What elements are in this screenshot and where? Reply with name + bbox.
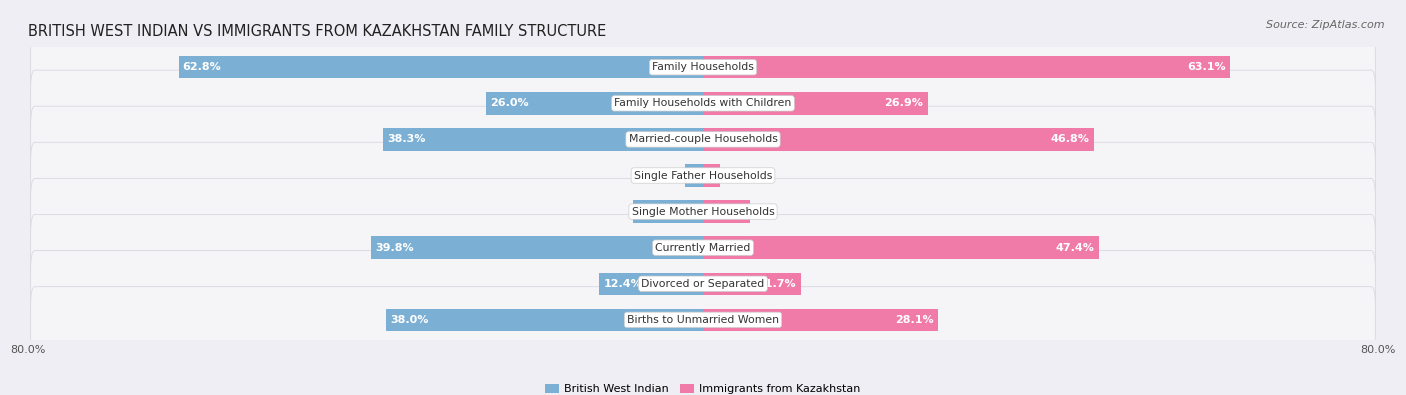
FancyBboxPatch shape (31, 142, 1375, 209)
Text: 62.8%: 62.8% (183, 62, 222, 72)
Text: Source: ZipAtlas.com: Source: ZipAtlas.com (1267, 20, 1385, 30)
Text: Married-couple Households: Married-couple Households (628, 134, 778, 145)
Text: 46.8%: 46.8% (1050, 134, 1090, 145)
Bar (486, 92, 703, 115)
Bar (179, 56, 703, 79)
Bar (703, 164, 720, 187)
Text: 38.0%: 38.0% (389, 315, 429, 325)
Text: BRITISH WEST INDIAN VS IMMIGRANTS FROM KAZAKHSTAN FAMILY STRUCTURE: BRITISH WEST INDIAN VS IMMIGRANTS FROM K… (28, 24, 606, 39)
Bar (703, 200, 749, 223)
Text: Family Households: Family Households (652, 62, 754, 72)
Legend: British West Indian, Immigrants from Kazakhstan: British West Indian, Immigrants from Kaz… (541, 379, 865, 395)
Text: 2.2%: 2.2% (652, 171, 681, 181)
FancyBboxPatch shape (31, 70, 1375, 137)
Bar (371, 237, 703, 259)
Text: Currently Married: Currently Married (655, 243, 751, 253)
Text: 5.6%: 5.6% (714, 207, 745, 216)
Text: 8.4%: 8.4% (637, 207, 668, 216)
Text: 26.9%: 26.9% (884, 98, 924, 108)
Text: 26.0%: 26.0% (491, 98, 529, 108)
Text: Births to Unmarried Women: Births to Unmarried Women (627, 315, 779, 325)
Bar (685, 164, 703, 187)
Bar (382, 128, 703, 150)
Text: Family Households with Children: Family Households with Children (614, 98, 792, 108)
Text: 39.8%: 39.8% (375, 243, 413, 253)
Bar (633, 200, 703, 223)
Text: 47.4%: 47.4% (1056, 243, 1095, 253)
Text: 11.7%: 11.7% (758, 279, 796, 289)
Bar (703, 56, 1230, 79)
Text: 63.1%: 63.1% (1187, 62, 1226, 72)
Bar (703, 237, 1099, 259)
Text: 28.1%: 28.1% (894, 315, 934, 325)
Bar (703, 308, 938, 331)
FancyBboxPatch shape (31, 287, 1375, 353)
FancyBboxPatch shape (31, 214, 1375, 281)
Bar (703, 92, 928, 115)
FancyBboxPatch shape (31, 250, 1375, 317)
Text: Single Father Households: Single Father Households (634, 171, 772, 181)
FancyBboxPatch shape (31, 34, 1375, 100)
Bar (599, 273, 703, 295)
Text: 38.3%: 38.3% (387, 134, 426, 145)
Bar (385, 308, 703, 331)
Text: 2.0%: 2.0% (724, 171, 752, 181)
Bar (703, 273, 800, 295)
Text: Divorced or Separated: Divorced or Separated (641, 279, 765, 289)
FancyBboxPatch shape (31, 179, 1375, 245)
Text: 12.4%: 12.4% (603, 279, 643, 289)
Bar (703, 128, 1094, 150)
Text: Single Mother Households: Single Mother Households (631, 207, 775, 216)
FancyBboxPatch shape (31, 106, 1375, 173)
